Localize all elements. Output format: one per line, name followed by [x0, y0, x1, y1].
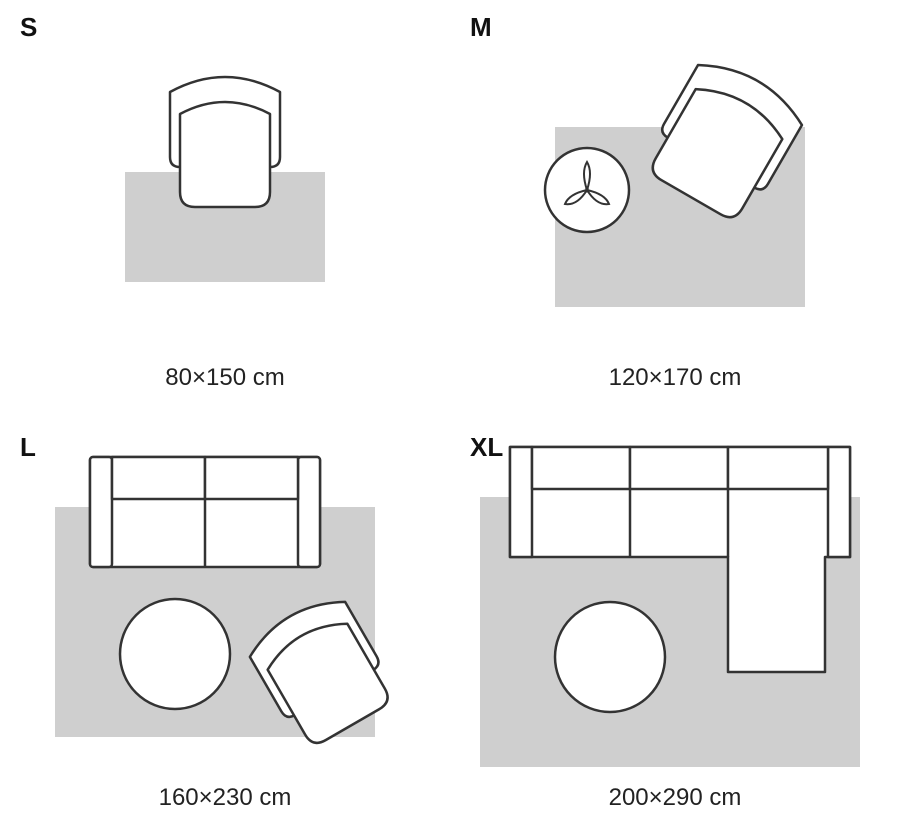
size-caption-xl: 200×290 cm [609, 784, 742, 840]
cell-s: S 80×150 cm [0, 0, 450, 420]
size-caption-l: 160×230 cm [159, 784, 292, 840]
size-caption-m: 120×170 cm [609, 364, 742, 420]
cell-xl: XL [450, 420, 900, 840]
diagram-xl [450, 420, 900, 784]
rug-size-grid: S 80×150 cm M [0, 0, 900, 840]
diagram-m [450, 0, 900, 364]
size-label-m: M [470, 12, 492, 43]
diagram-s [0, 0, 450, 364]
size-label-s: S [20, 12, 37, 43]
size-caption-s: 80×150 cm [165, 364, 284, 420]
cell-l: L [0, 420, 450, 840]
cell-m: M [450, 0, 900, 420]
size-label-l: L [20, 432, 36, 463]
diagram-l [0, 420, 450, 784]
size-label-xl: XL [470, 432, 503, 463]
